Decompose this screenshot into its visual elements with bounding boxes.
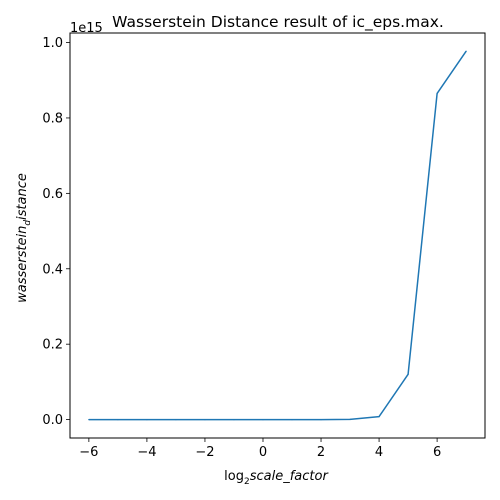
x-axis-label-main: scale_factor [250,469,330,484]
data-point [117,419,119,421]
y-axis: 0.0 0.2 0.4 0.6 0.8 1.0 [42,36,70,428]
y-tick-label: 0.2 [42,338,63,353]
y-tick-label: 1.0 [42,36,63,51]
axes-frame [69,32,486,439]
x-tick-label: −2 [195,445,214,460]
x-tick-label: −6 [79,445,98,460]
y-tick-label: 0.8 [42,111,63,126]
y-offset-label: 1e15 [70,21,103,36]
y-tick-label: 0.0 [42,413,63,428]
x-axis: −6 −4 −2 0 2 4 6 [79,438,441,460]
x-tick-label: 0 [259,445,267,460]
data-point [378,415,380,418]
y-axis-label-suffix: istance [15,173,30,220]
data-point [407,373,409,375]
x-tick-label: 4 [375,445,383,460]
data-point [320,419,322,421]
x-tick-label: 2 [317,445,325,460]
data-point [262,419,264,421]
chart-title: Wasserstein Distance result of ic_eps.ma… [112,13,444,32]
y-tick-label: 0.4 [42,262,63,277]
plot-area [88,50,467,421]
x-axis-label-prefix: log [224,469,244,484]
data-point [88,419,90,421]
x-tick-label: 6 [433,445,441,460]
y-tick-label: 0.6 [42,187,63,202]
y-axis-label-subscript: d [23,220,33,226]
x-axis-label-subscript: 2 [244,477,250,487]
data-point [175,419,177,421]
series-line-0 [88,50,467,421]
data-point [204,419,206,421]
data-point [233,419,235,421]
x-axis-label: log2scale_factor [224,469,329,487]
x-tick-label: −4 [137,445,156,460]
y-axis-label: wassersteindistance [15,173,33,303]
data-point [465,50,467,52]
y-axis-label-main: wasserstein [15,226,30,303]
data-point [146,419,148,421]
data-point [436,92,438,95]
data-point [349,418,351,421]
data-point [291,419,293,421]
